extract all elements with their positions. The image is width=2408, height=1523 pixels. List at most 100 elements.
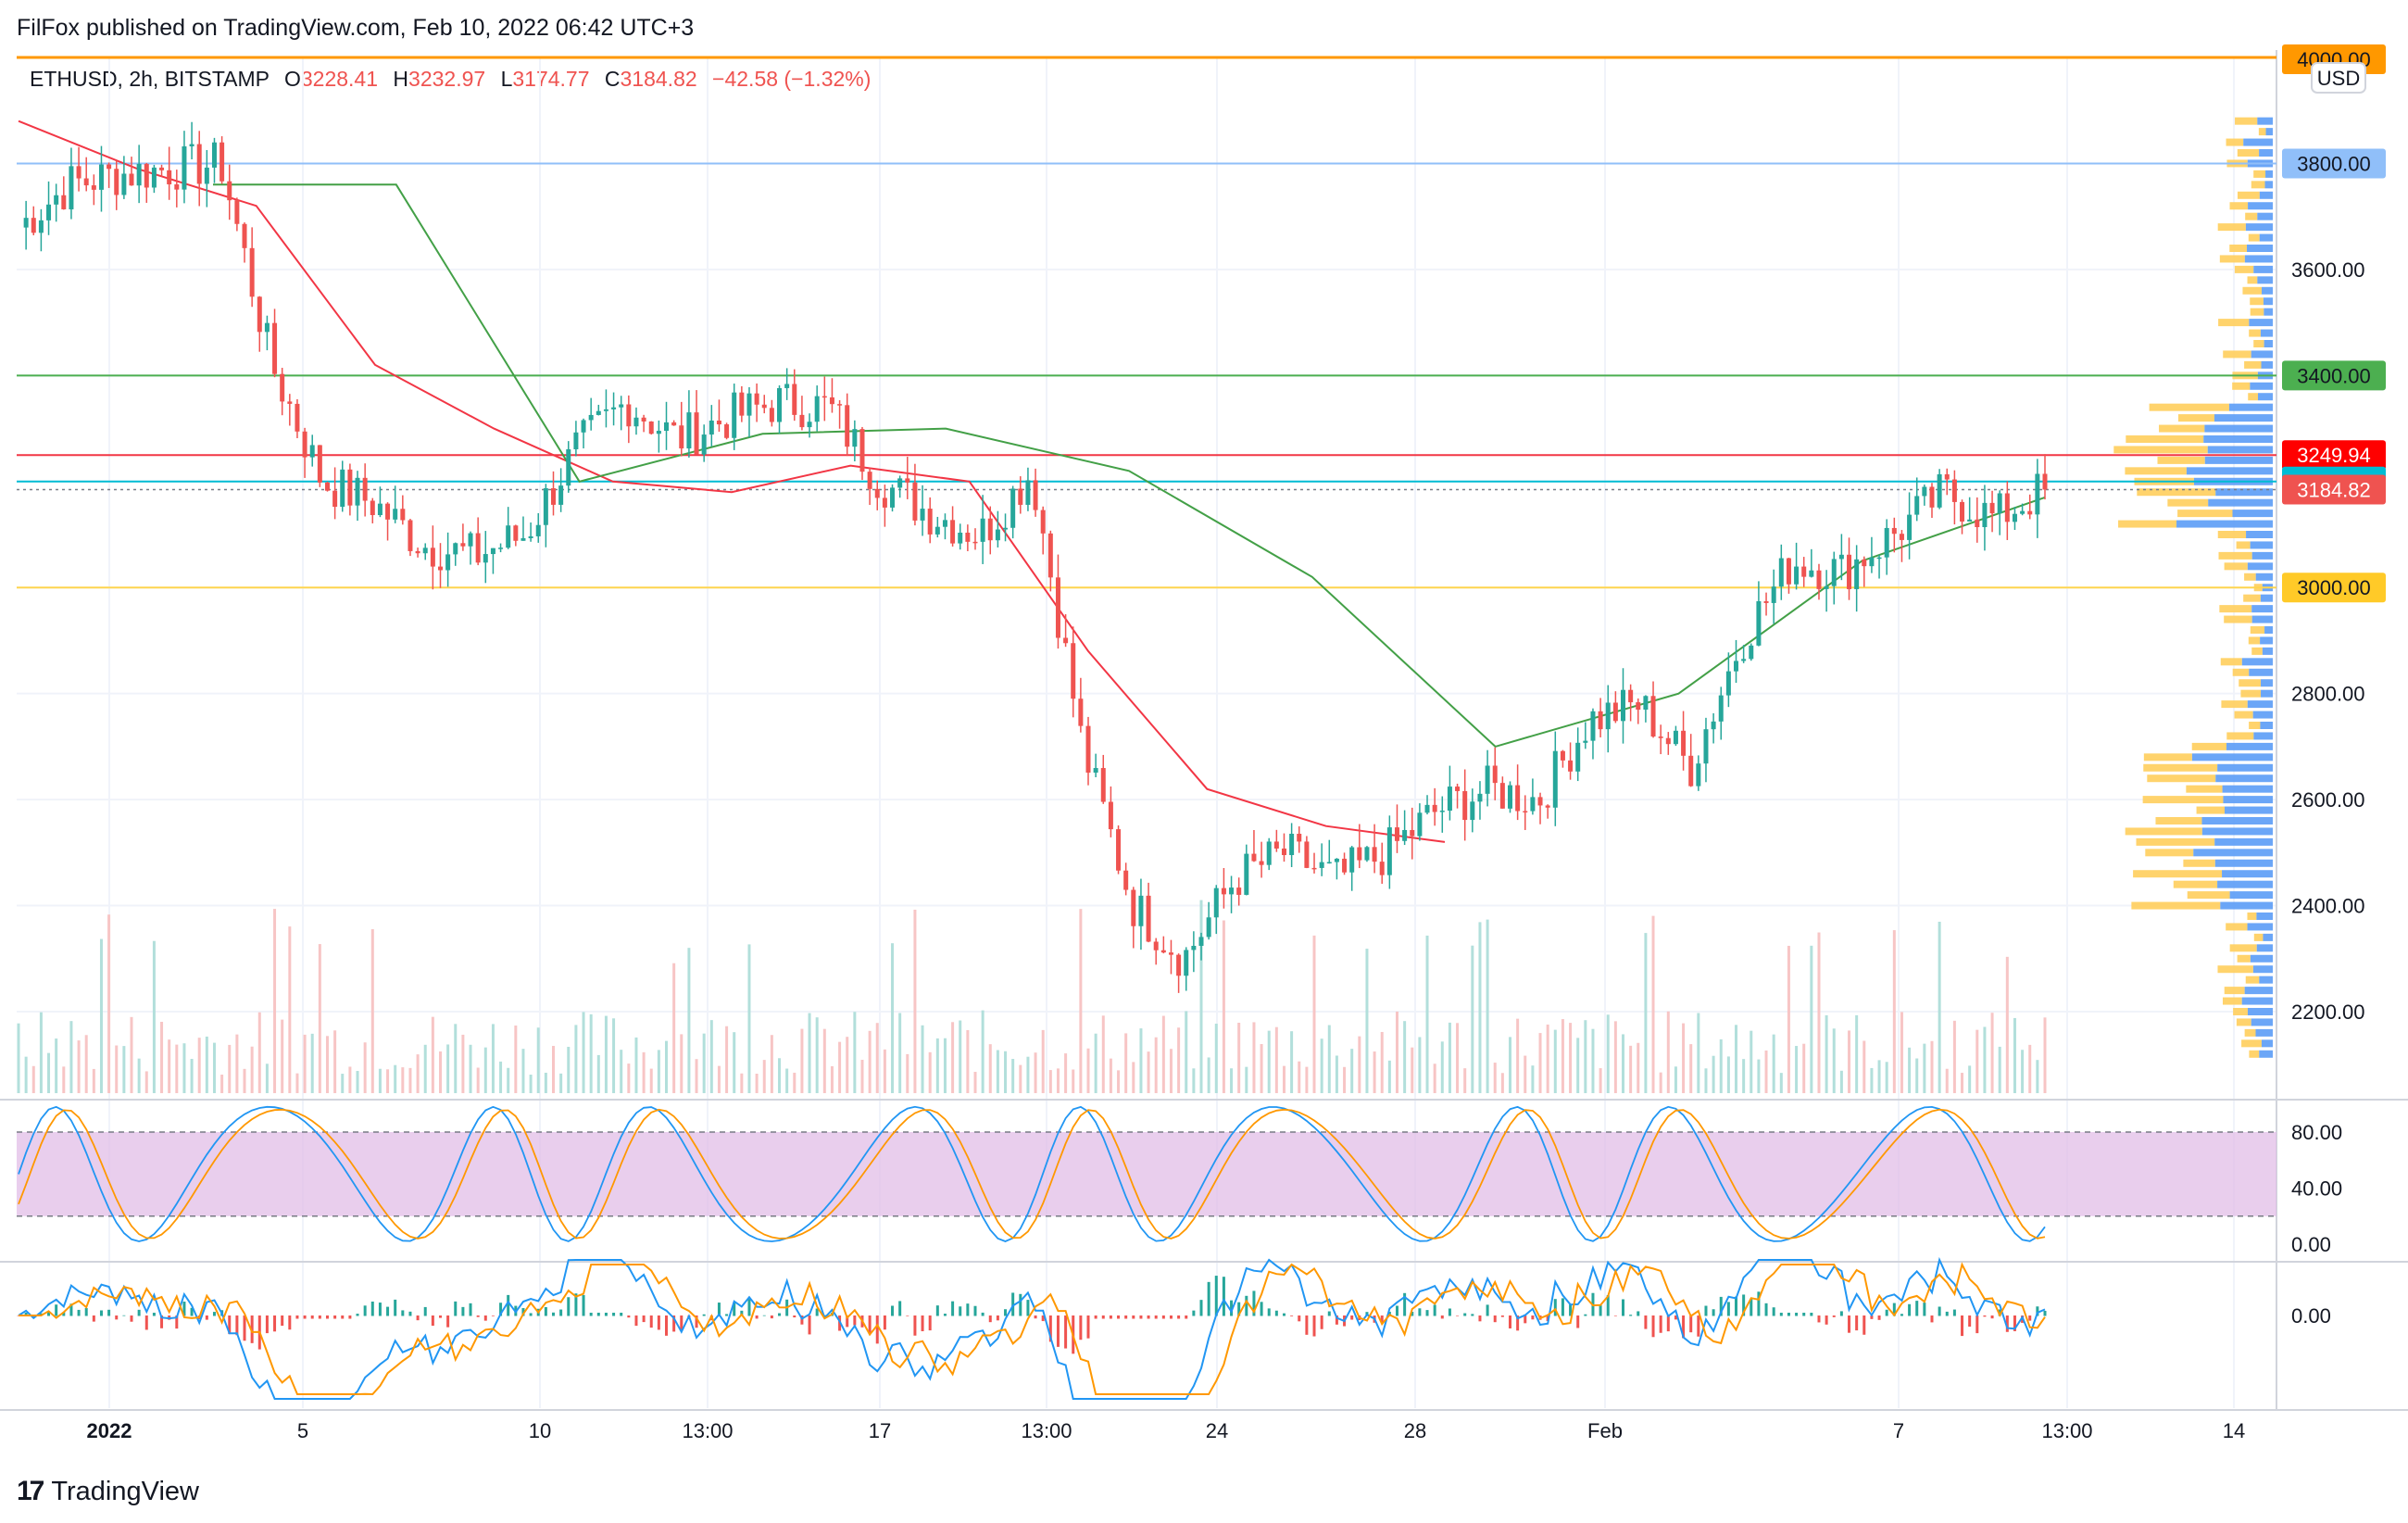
volume-bar [1185,1011,1188,1093]
volume-bars [17,900,2047,1093]
volume-profile-sell [2222,997,2242,1005]
volume-bar [2036,1060,2039,1093]
symbol-label[interactable]: ETHUSD, 2h, BITSTAMP [30,67,270,91]
volume-bar [1072,1069,1075,1093]
candle-body [189,144,194,146]
macd-histogram-bar [1915,1301,1919,1316]
macd-histogram-bar [1983,1315,1987,1317]
candle-body [107,164,112,170]
candle-body [1937,473,1942,508]
ma-green-line [213,183,2046,749]
candle-body [1778,558,1784,587]
macd-histogram-bar [935,1305,939,1316]
volume-profile-buy [2253,732,2273,740]
candle-body [1681,730,1687,756]
macd-histogram-bar [1787,1313,1790,1316]
volume-profile-sell [2234,265,2254,273]
candle-body [724,424,730,438]
volume-bar [544,1072,547,1093]
volume-profile-buy [2250,954,2273,963]
volume-bar [1908,1047,1912,1093]
volume-bar [996,1050,999,1093]
volume-bar [627,1064,631,1093]
macd-histogram-bar [1952,1309,1956,1316]
volume-profile-sell [2253,933,2264,941]
macd-histogram-bar [1584,1314,1587,1316]
volume-bar [695,1059,698,1093]
macd-histogram-bar [1290,1315,1294,1316]
volume-bar [620,1050,623,1093]
candle-body [1507,785,1512,809]
volume-profile-sell [2244,1028,2256,1037]
candle-body [2012,513,2017,522]
volume-bar [1689,1044,1693,1093]
volume-bar [521,1049,525,1093]
volume-bar [1117,1070,1121,1093]
volume-bar [1048,1070,1052,1093]
macd-histogram-bar [273,1315,277,1332]
macd-line [18,1256,2046,1400]
volume-bar [1704,1068,1708,1093]
volume-profile-sell [2243,594,2261,602]
volume-bar [1230,1068,1234,1093]
brand-label: TradingView [51,1476,199,1506]
volume-profile-buy [2260,329,2273,337]
candle-body [2020,510,2025,514]
volume-bar [469,1044,472,1093]
macd-histogram-bar [507,1294,510,1316]
macd-histogram-bar [1659,1315,1662,1333]
volume-bar [2043,1017,2047,1093]
candle-body [1605,702,1611,730]
tradingview-brand[interactable]: 17 TradingView [17,1473,199,1510]
volume-profile-buy [2214,859,2273,867]
macd-histogram-bar [454,1301,458,1316]
candle-body [1160,950,1166,953]
macd-histogram-bar [778,1313,782,1316]
candle-body [249,247,255,297]
volume-profile-sell [2131,901,2221,910]
macd-histogram-bar [1516,1315,1520,1331]
volume-profile-buy [2224,806,2273,814]
macd-histogram-bar [47,1311,51,1316]
time-tick-label: 13:00 [682,1419,733,1442]
volume-bar [288,926,292,1093]
candle-body [528,535,533,538]
candle-body [927,509,933,535]
candle-body [54,195,59,205]
macd-histogram-bar [1177,1315,1181,1319]
volume-bar [69,1021,73,1093]
macd-histogram-bar [160,1315,164,1328]
candle-body [611,407,617,409]
candle-body [694,412,699,455]
volume-profile-buy [2222,785,2273,793]
candle-body [1266,841,1272,865]
macd-histogram-bar [1019,1293,1022,1316]
candle-body [1568,760,1574,772]
candle-body [1410,829,1415,837]
time-tick-label: 13:00 [2041,1419,2092,1442]
volume-profile-sell [2229,245,2248,252]
macd-histogram-bar [1418,1308,1422,1316]
price-badge [2282,148,2386,179]
candle-body [1116,829,1122,871]
volume-bar [1870,1067,1874,1093]
macd-histogram-bar [853,1315,857,1326]
volume-bar [1787,945,1790,1093]
macd-histogram-bar [1034,1315,1037,1319]
volume-profile-sell [2249,1050,2260,1058]
volume-bar [582,1012,585,1093]
chart-canvas[interactable]: 2200.00 2400.00 2600.00 2800.00 3600.00 0.00 4… [0,0,2408,1464]
macd-histogram-bar [567,1297,571,1316]
candle-body [1123,870,1129,890]
candle-body [1386,827,1392,875]
macd-histogram-bar [770,1315,773,1319]
macd-histogram-bar [717,1303,721,1316]
volume-bar [205,1036,208,1093]
macd-histogram-bar [438,1315,442,1318]
volume-profile-buy [2260,636,2273,645]
candle-body [905,478,910,483]
candle-body [965,532,971,542]
volume-bar [281,1019,284,1093]
macd-histogram-bar [1192,1310,1196,1316]
volume-bar [951,1022,955,1093]
